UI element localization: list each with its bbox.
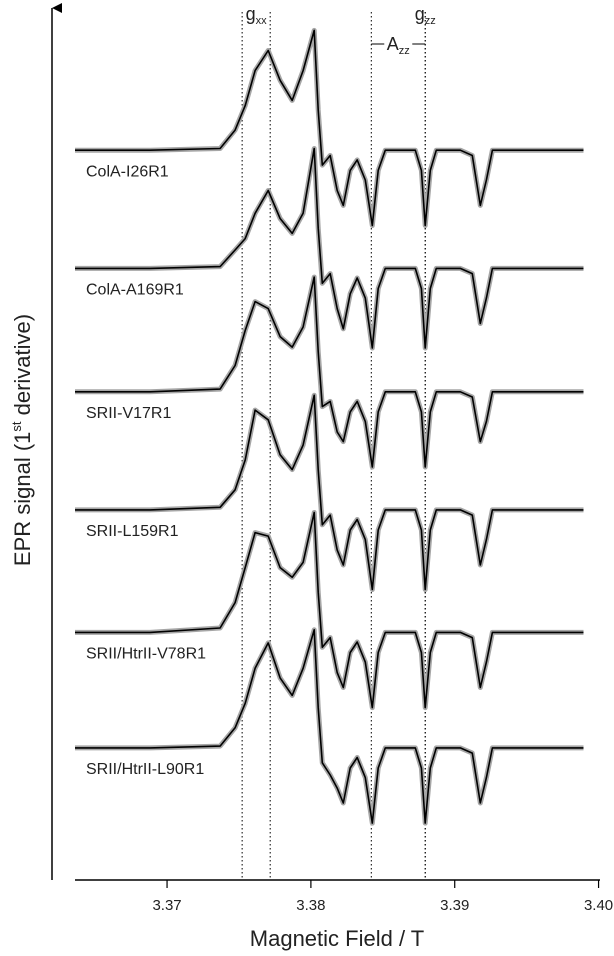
spectrum-fit (75, 392, 584, 592)
spectrum-label: SRII/HtrII-L90R1 (86, 761, 204, 778)
annotation-label: gxx (246, 4, 268, 27)
spectrum (75, 394, 584, 591)
spectrum-label: SRII/HtrII-V78R1 (86, 645, 206, 662)
x-axis-label: Magnetic Field / T (250, 926, 424, 951)
annotation-subscript: zz (399, 45, 410, 57)
x-tick-label: 3.39 (440, 897, 469, 914)
annotation-subscript: zz (425, 15, 436, 27)
annotation-label: Azz (387, 34, 410, 57)
annotation-subscript: xx (256, 15, 268, 27)
spectrum-fit (75, 510, 584, 711)
annotation-symbol: A (387, 34, 399, 54)
spectrum-label: SRII-V17R1 (86, 405, 171, 422)
x-tick-label: 3.40 (584, 897, 613, 914)
spectrum-label: SRII-L159R1 (86, 523, 179, 540)
annotation-symbol: g (415, 4, 425, 24)
spectrum (75, 276, 584, 468)
annotation-label: gzz (415, 4, 436, 27)
spectrum-fit (75, 27, 584, 228)
spectrum (75, 29, 584, 227)
spectrum-label: ColA-A169R1 (86, 281, 184, 298)
annotation-symbol: g (246, 4, 256, 24)
x-tick-label: 3.37 (152, 897, 181, 914)
spectrum-label: ColA-I26R1 (86, 163, 169, 180)
spectrum (75, 147, 584, 349)
spectrum-fit (75, 274, 584, 470)
spectrum (75, 511, 584, 709)
y-axis-label: EPR signal (1st derivative) (9, 314, 35, 566)
x-tick-label: 3.38 (296, 897, 325, 914)
spectrum (75, 629, 584, 824)
